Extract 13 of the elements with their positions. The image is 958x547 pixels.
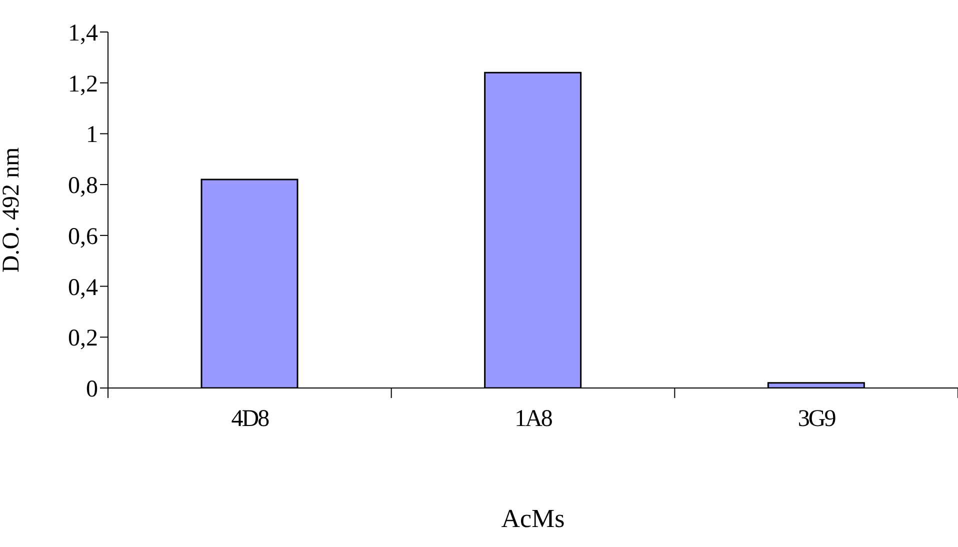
y-tick-label: 1,4: [68, 20, 98, 47]
x-tick-label: 3G9: [798, 406, 836, 432]
y-tick-label: 0,6: [68, 224, 98, 250]
x-tick-label: 4D8: [231, 406, 270, 432]
x-tick-label: 1A8: [514, 406, 553, 432]
y-tick-label: 0,8: [68, 173, 98, 200]
y-tick-label: 1: [86, 122, 98, 148]
y-axis-title: D.O. 492 nm: [0, 147, 25, 273]
y-tick-label: 0,2: [68, 326, 98, 352]
y-tick-label: 0,4: [68, 274, 98, 301]
x-axis-title: AcMs: [501, 504, 565, 533]
y-tick-label: 1,2: [68, 71, 98, 98]
y-tick-label: 0: [86, 376, 98, 403]
